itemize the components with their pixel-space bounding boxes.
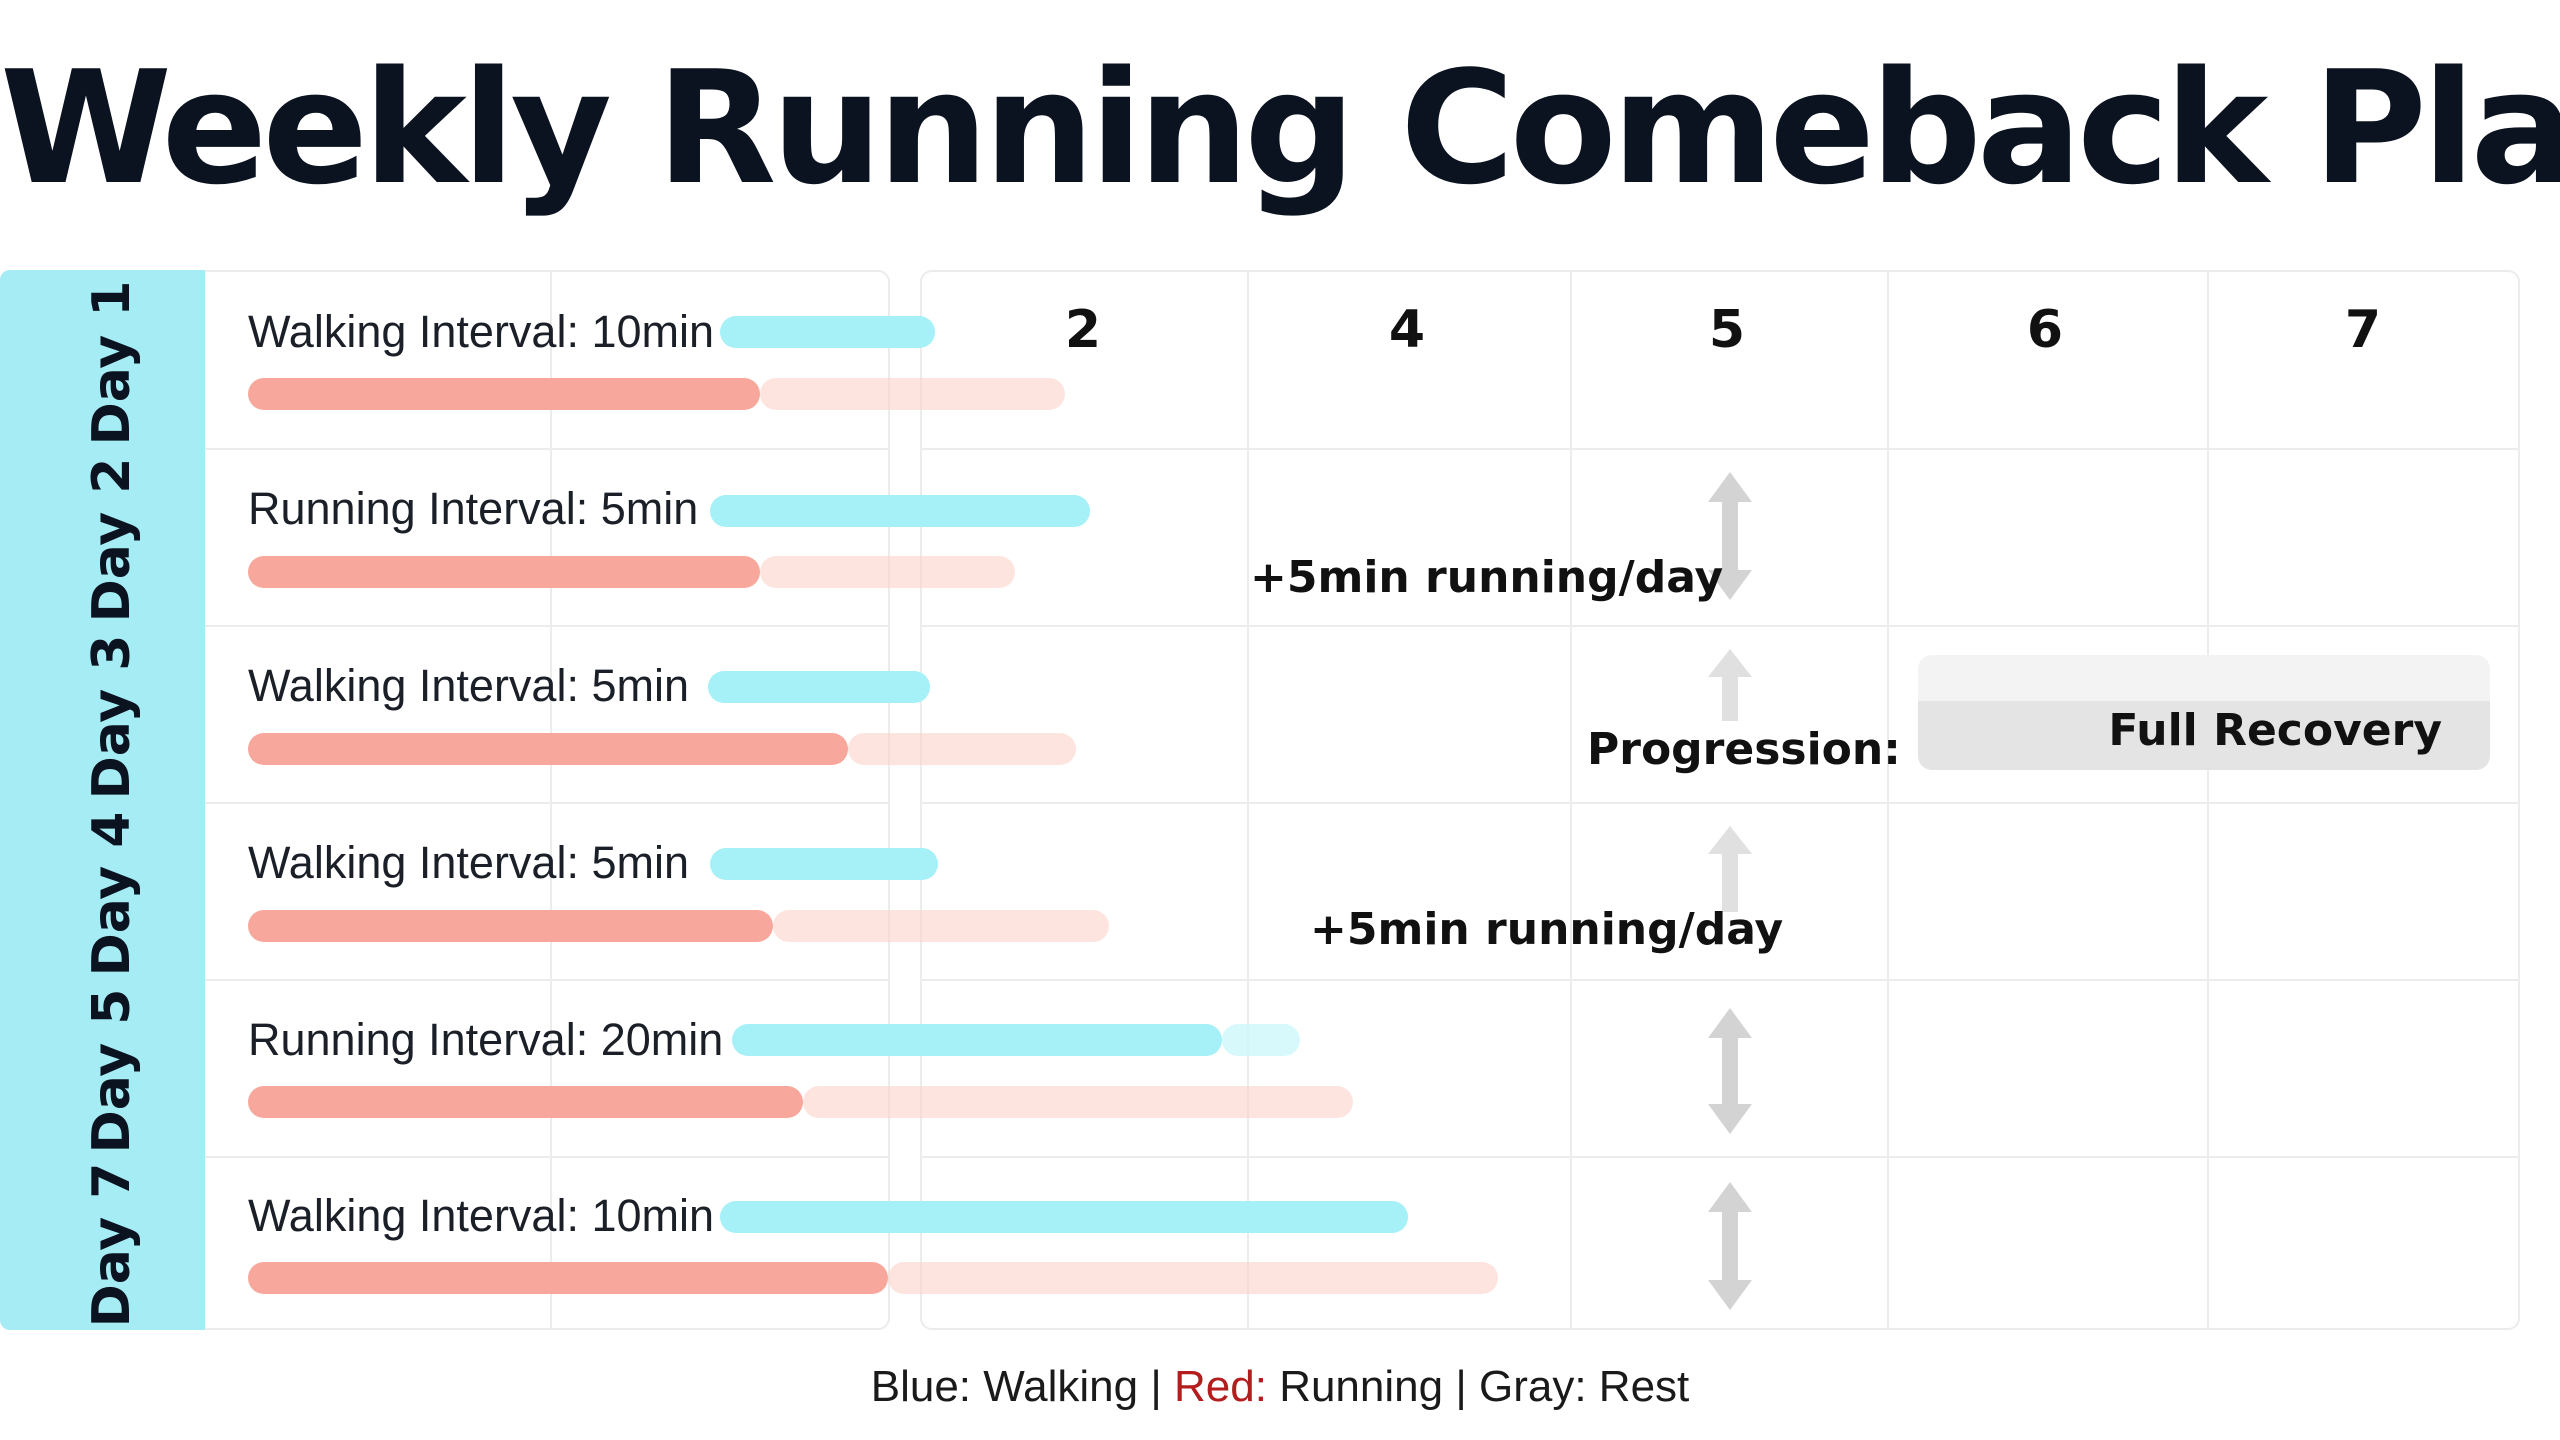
running-bar-day-5 [248, 1086, 803, 1118]
column-divider [1247, 270, 1249, 1330]
walking-bar-day-1 [720, 316, 935, 348]
running-fade-day-2 [760, 556, 1015, 588]
walking-bar-day-5 [732, 1024, 1222, 1056]
row-divider [205, 802, 890, 804]
up-arrow-icon [1708, 649, 1752, 721]
legend-separator: | [1150, 1362, 1162, 1411]
double-arrow-icon [1708, 1182, 1752, 1310]
legend-red-key: Red: [1174, 1362, 1267, 1411]
row-divider [920, 802, 2520, 804]
running-fade-day-5 [803, 1086, 1353, 1118]
column-divider [2207, 270, 2209, 1330]
annotation-running-2: +5min running/day [1310, 904, 1784, 955]
chart-title: Weekly Running Comeback Plan [0, 37, 2560, 219]
running-bar-day-1 [248, 378, 760, 410]
column-header-2: 2 [1064, 300, 1102, 360]
walking-bar-day-3 [708, 671, 930, 703]
column-header-6: 6 [2026, 300, 2064, 360]
row-label-4: Walking Interval: 5min [248, 837, 689, 888]
running-bar-day-2 [248, 556, 760, 588]
row-label-3: Walking Interval: 5min [248, 660, 689, 711]
day-band [0, 270, 205, 1330]
legend: Blue: Walking | Red: Running | Gray: Res… [0, 1362, 2560, 1412]
up-arrow-icon [1708, 826, 1752, 912]
row-label-1: Walking Interval: 10min [248, 306, 715, 357]
row-divider [920, 448, 2520, 450]
legend-running: Running [1279, 1362, 1444, 1411]
column-divider [1887, 270, 1889, 1330]
running-fade-day-1 [760, 378, 1065, 410]
full-recovery-label: Full Recovery [2108, 705, 2442, 756]
row-divider [920, 625, 2520, 627]
legend-separator: | [1455, 1362, 1467, 1411]
legend-walking: Blue: Walking [870, 1362, 1139, 1411]
annotation-running-1: +5min running/day [1250, 552, 1724, 603]
row-divider [205, 625, 890, 627]
row-divider [920, 1156, 2520, 1158]
row-label-5: Running Interval: 20min [248, 1014, 724, 1065]
column-header-4: 4 [1388, 300, 1426, 360]
row-label-7: Walking Interval: 10min [248, 1190, 715, 1241]
full-recovery-bar: Full Recovery [1918, 655, 2490, 770]
row-divider [205, 448, 890, 450]
row-label-2: Running Interval: 5min [248, 483, 699, 534]
annotation-progression: Progression: [1587, 724, 1901, 775]
running-bar-day-4 [248, 910, 773, 942]
row-divider [205, 1156, 890, 1158]
right-panel [920, 270, 2520, 1330]
running-fade-day-7 [888, 1262, 1498, 1294]
double-arrow-icon [1708, 472, 1752, 600]
running-fade-day-4 [773, 910, 1109, 942]
column-header-5: 5 [1708, 300, 1746, 360]
walking-bar-day-4 [710, 848, 938, 880]
walking-bar-day-2 [710, 495, 1090, 527]
running-bar-day-7 [248, 1262, 888, 1294]
legend-rest: Gray: Rest [1479, 1362, 1690, 1411]
column-divider [550, 270, 552, 1330]
walking-bar-day-7 [720, 1201, 1408, 1233]
row-divider [920, 979, 2520, 981]
running-bar-day-3 [248, 733, 848, 765]
row-divider [205, 979, 890, 981]
column-header-7: 7 [2344, 300, 2382, 360]
walking-fade-day-5 [1222, 1024, 1300, 1056]
running-fade-day-3 [848, 733, 1076, 765]
double-arrow-icon [1708, 1008, 1752, 1134]
column-divider [1570, 270, 1572, 1330]
